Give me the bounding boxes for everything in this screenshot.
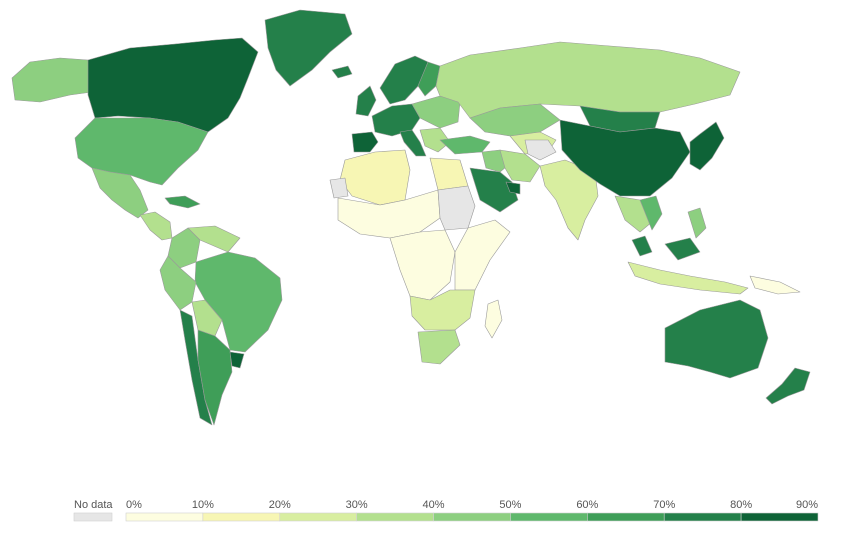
region-china[interactable] [559,119,691,197]
region-australia[interactable] [664,299,769,379]
region-brazil[interactable] [194,251,283,353]
legend-bin-3 [356,512,434,522]
region-uk[interactable] [355,85,377,117]
region-north-africa-west[interactable] [339,149,411,206]
legend-bin-6 [587,512,665,522]
region-argentina[interactable] [197,329,233,426]
region-madagascar[interactable] [484,299,503,339]
region-central-america[interactable] [139,211,173,241]
region-south-africa[interactable] [417,329,461,365]
legend-bin-4 [433,512,511,522]
legend-bin-2 [279,512,357,522]
legend-tick-label: 0% [126,499,142,511]
region-iran[interactable] [499,149,541,183]
region-malaysia[interactable] [631,235,701,261]
region-kazakhstan[interactable] [469,103,561,137]
region-afghanistan[interactable] [524,139,557,161]
legend-bin-8 [740,512,819,522]
region-southeast-asia[interactable] [614,195,653,233]
region-balkans[interactable] [419,127,451,153]
map-legend: No data 0% 10% 20% 30% 40% 50% 60% 70% 80% 90% [73,499,819,522]
region-saudi-arabia[interactable] [469,167,519,213]
region-east-africa[interactable] [454,219,511,291]
region-western-europe[interactable] [371,103,421,137]
legend-tick-label: 40% [423,499,445,511]
legend-tick-label: 80% [730,499,752,511]
legend-tick-label: 10% [192,499,214,511]
region-peru[interactable] [159,255,197,311]
region-bolivia[interactable] [191,299,223,337]
region-greenland[interactable] [264,9,353,87]
region-uae[interactable] [505,181,521,195]
region-philippines[interactable] [687,207,707,239]
region-indonesia[interactable] [627,261,749,295]
region-central-africa[interactable] [389,229,456,301]
region-turkey[interactable] [439,135,491,155]
legend-tick-labels: 0% 10% 20% 30% 40% 50% 60% 70% 80% 90% [126,499,818,511]
region-finland[interactable] [417,61,441,97]
region-cuba[interactable] [164,195,201,209]
region-new-zealand[interactable] [765,367,811,405]
region-west-sahara[interactable] [329,177,349,199]
region-iceland[interactable] [331,65,353,79]
legend-bin-0 [125,512,204,522]
region-alaska[interactable] [11,57,93,103]
legend-no-data-swatch [73,512,113,522]
region-egypt[interactable] [429,157,469,191]
region-usa[interactable] [74,117,209,186]
region-russia[interactable] [435,41,741,119]
legend-tick-label: 20% [269,499,291,511]
region-italy[interactable] [399,129,427,157]
legend-no-data-label: No data [74,499,113,511]
region-mexico[interactable] [91,167,149,219]
region-southern-africa[interactable] [409,289,476,331]
legend-tick-label: 50% [499,499,521,511]
legend-tick-label: 90% [796,499,818,511]
region-png[interactable] [749,275,801,295]
legend-bin-5 [510,512,588,522]
region-sahel[interactable] [337,189,441,239]
legend-tick-label: 30% [346,499,368,511]
region-eastern-europe[interactable] [411,95,461,129]
legend-tick-label: 70% [653,499,675,511]
region-vietnam[interactable] [639,195,663,231]
legend-bin-1 [202,512,281,522]
legend-tick-label: 60% [576,499,598,511]
countries-layer [11,9,811,426]
region-chile[interactable] [179,309,213,426]
region-sudan[interactable] [437,185,476,231]
region-venezuela[interactable] [187,225,241,253]
region-canada[interactable] [87,37,259,133]
region-iberia[interactable] [351,131,379,153]
region-korea-japan[interactable] [689,121,725,171]
region-uruguay[interactable] [229,351,245,369]
legend-bin-7 [663,512,742,522]
legend-color-bins [125,512,819,522]
